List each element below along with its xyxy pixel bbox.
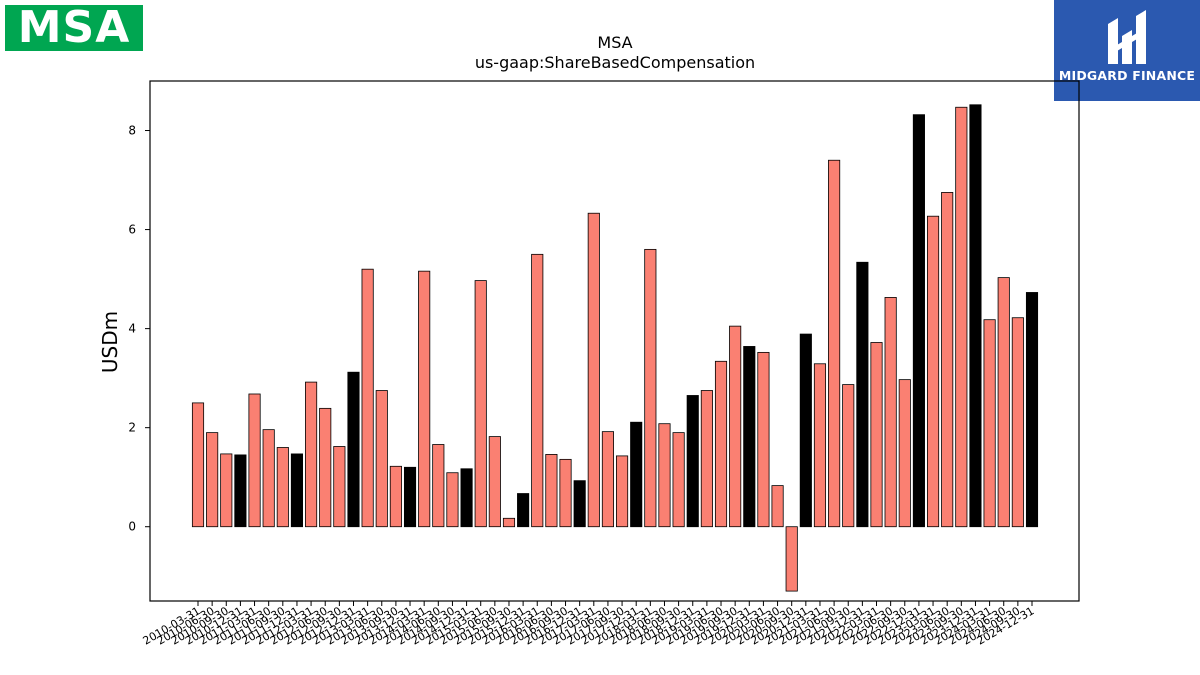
y-tick-label: 4 xyxy=(128,322,136,336)
bar-2012-12-31 xyxy=(347,371,360,528)
bar-2016-03-31 xyxy=(531,253,544,528)
bar-2019-09-30 xyxy=(729,325,742,528)
bar-2021-12-31 xyxy=(856,261,869,528)
bar-2020-12-31 xyxy=(799,333,812,528)
msa-logo: MSA xyxy=(5,5,143,51)
y-tick-label: 0 xyxy=(128,520,136,534)
y-tick-label: 6 xyxy=(128,223,136,237)
y-tick-label: 8 xyxy=(128,124,136,138)
bar-2018-03-31 xyxy=(644,248,657,528)
chart-subtitle: us-gaap:ShareBasedCompensation xyxy=(475,53,755,72)
bar-2015-06-30 xyxy=(488,436,501,528)
bar-2018-09-30 xyxy=(672,432,685,528)
plot-frame xyxy=(149,80,1080,602)
bar-2012-09-30 xyxy=(333,446,346,528)
bar-2011-09-30 xyxy=(276,447,289,528)
bar-2024-03-31 xyxy=(983,319,996,528)
bars-layer xyxy=(191,104,1039,592)
x-axis: 2010-03-312010-06-302010-09-302010-12-31… xyxy=(141,601,1037,648)
bar-2014-03-31 xyxy=(418,270,431,528)
bar-2022-03-31 xyxy=(870,342,883,528)
bar-2015-12-31 xyxy=(517,493,530,528)
bar-2019-06-30 xyxy=(714,360,728,528)
y-axis: 0 2 4 6 8 xyxy=(128,124,150,534)
bar-2016-06-30 xyxy=(545,454,558,528)
bar-2013-09-30 xyxy=(389,465,402,528)
bar-2016-09-30 xyxy=(559,458,572,528)
bar-2021-03-31 xyxy=(813,363,827,528)
bar-2023-03-31 xyxy=(927,215,940,528)
msa-logo-text: MSA xyxy=(17,2,131,53)
bar-2024-12-31 xyxy=(1025,292,1039,528)
bar-2017-03-31 xyxy=(587,212,600,528)
bar-2024-06-30 xyxy=(997,277,1010,528)
bar-2022-12-31 xyxy=(912,114,925,528)
bar-2013-06-30 xyxy=(375,390,388,528)
bar-2015-09-30 xyxy=(502,517,516,528)
bar-2021-06-30 xyxy=(828,159,841,528)
midgard-logo-text: MIDGARD FINANCE xyxy=(1058,68,1196,83)
bar-2022-09-30 xyxy=(898,379,911,528)
bar-2021-09-30 xyxy=(842,384,855,528)
bar-2014-12-31 xyxy=(460,468,473,528)
bar-2023-12-31 xyxy=(969,104,982,528)
bar-2011-03-31 xyxy=(248,393,261,528)
bar-2015-03-31 xyxy=(474,280,487,528)
chart-title: MSA xyxy=(597,33,632,52)
bar-2012-03-31 xyxy=(305,381,318,528)
bar-2019-12-31 xyxy=(743,346,756,528)
bar-2010-09-30 xyxy=(220,453,233,528)
bar-2013-03-31 xyxy=(361,268,374,528)
bar-2017-09-30 xyxy=(616,455,629,528)
bar-2016-12-31 xyxy=(573,480,586,528)
bar-2011-06-30 xyxy=(262,429,275,528)
bar-2017-06-30 xyxy=(601,431,614,528)
bar-2024-09-30 xyxy=(1011,317,1024,528)
bar-2011-12-31 xyxy=(290,453,304,528)
bar-2020-03-31 xyxy=(757,351,770,528)
y-tick-label: 2 xyxy=(128,421,136,435)
y-axis-label: USDm xyxy=(98,311,122,373)
bar-2010-12-31 xyxy=(234,454,247,528)
bar-2023-09-30 xyxy=(955,106,968,528)
bar-2020-09-30 xyxy=(785,526,798,592)
bar-2010-03-31 xyxy=(191,402,205,528)
bar-2013-12-31 xyxy=(403,466,417,528)
bar-2020-06-30 xyxy=(771,485,784,528)
bar-2014-06-30 xyxy=(432,444,445,528)
midgard-mark-icon xyxy=(1108,10,1146,64)
bar-2018-06-30 xyxy=(658,423,671,528)
bar-2022-06-30 xyxy=(884,297,897,528)
bar-2023-06-30 xyxy=(941,192,954,528)
bar-2014-09-30 xyxy=(446,472,459,528)
bar-2010-06-30 xyxy=(206,432,219,528)
bar-2012-06-30 xyxy=(319,407,332,528)
bar-2017-12-31 xyxy=(630,421,643,528)
bar-2019-03-31 xyxy=(700,390,713,528)
midgard-finance-logo: MIDGARD FINANCE xyxy=(1054,0,1200,101)
bar-2018-12-31 xyxy=(686,395,699,528)
